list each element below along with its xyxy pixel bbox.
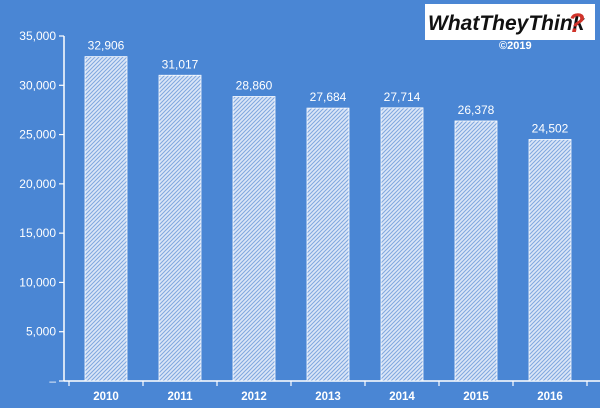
logo-box [425, 4, 595, 40]
logo-question-mark: ? [568, 8, 585, 38]
bar-2013 [306, 107, 350, 382]
y-tick-label: 10,000 [19, 275, 56, 289]
y-tick-label: 5,000 [26, 325, 56, 339]
x-tick-label-2016: 2016 [537, 391, 563, 403]
x-tick-label-2010: 2010 [93, 391, 119, 403]
bar-2014 [380, 107, 424, 382]
logo-text: WhatTheyThink [428, 12, 586, 35]
value-label-2014: 27,714 [384, 90, 421, 104]
logo: WhatTheyThink ? [425, 4, 595, 40]
value-label-2015: 26,378 [458, 103, 495, 117]
y-tick-label: 35,000 [19, 29, 56, 43]
copyright-text: ©2019 [499, 40, 532, 52]
x-tick-label-2012: 2012 [241, 391, 267, 403]
y-tick-label: 25,000 [19, 128, 56, 142]
x-tick-label-2014: 2014 [389, 391, 415, 403]
value-label-2016: 24,502 [532, 121, 569, 135]
value-label-2010: 32,906 [88, 39, 125, 53]
y-tick-label: – [49, 374, 56, 388]
x-tick-label-2013: 2013 [315, 391, 341, 403]
bar-2010 [84, 56, 128, 382]
value-label-2011: 31,017 [162, 57, 199, 71]
x-tick-label-2011: 2011 [168, 391, 194, 403]
bar-2015 [454, 120, 498, 382]
value-label-2012: 28,860 [236, 79, 273, 93]
y-tick-label: 15,000 [19, 226, 56, 240]
bar-2016 [528, 139, 572, 382]
bar-2011 [158, 74, 202, 382]
y-tick-label: 30,000 [19, 78, 56, 92]
x-tick-label-2015: 2015 [463, 391, 489, 403]
bars [84, 56, 572, 382]
data-labels: 32,906 31,017 28,860 27,684 27,714 26,378 24,5… [88, 39, 569, 136]
y-tick-label: 20,000 [19, 177, 56, 191]
bar-2012 [232, 96, 276, 382]
value-label-2013: 27,684 [310, 90, 347, 104]
